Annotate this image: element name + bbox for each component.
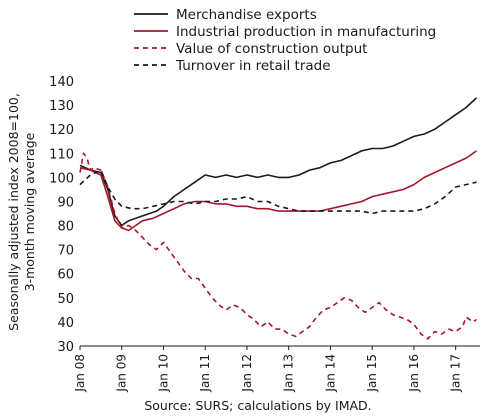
x-tick-label: Jan 09 xyxy=(115,354,129,393)
y-axis-label-line-2: 3-month moving average xyxy=(22,132,37,291)
y-tick-label: 50 xyxy=(57,292,74,307)
series-layer xyxy=(79,97,478,340)
x-tick-label: Jan 15 xyxy=(365,354,379,393)
legend-label: Turnover in retail trade xyxy=(175,58,331,74)
x-tick-label: Jan 17 xyxy=(449,354,463,393)
source-note: Source: SURS; calculations by IMAD. xyxy=(144,398,371,413)
x-tick-label: Jan 10 xyxy=(156,354,170,393)
x-tick-label: Jan 16 xyxy=(407,354,421,393)
series-line-1 xyxy=(79,97,478,227)
series-line-4 xyxy=(79,169,477,215)
y-tick-label: 60 xyxy=(57,268,74,283)
y-tick-label: 80 xyxy=(57,220,74,235)
legend-label: Merchandise exports xyxy=(176,7,317,23)
x-tick-label: Jan 12 xyxy=(240,354,254,393)
x-tick-label: Jan 14 xyxy=(323,354,337,393)
x-tick-label: Jan 08 xyxy=(73,354,87,393)
y-axis-ticks: 30 40 50 60 70 80 90 100 110 120 130 140 xyxy=(49,75,74,355)
y-tick-label: 90 xyxy=(57,195,74,210)
y-axis-label: Seasonally adjusted index 2008=100, 3-mo… xyxy=(6,93,37,331)
y-tick-label: 130 xyxy=(49,99,74,114)
y-tick-label: 30 xyxy=(57,340,74,355)
y-tick-label: 100 xyxy=(49,171,74,186)
x-tick-label: Jan 11 xyxy=(198,354,212,393)
legend-label: Industrial production in manufacturing xyxy=(176,24,436,40)
x-axis-ticks: Jan 08 Jan 09 Jan 10 Jan 11 Jan 12 Jan 13 Jan … xyxy=(73,346,463,393)
series-line-2 xyxy=(79,150,477,232)
x-tick-label: Jan 13 xyxy=(282,354,296,393)
y-tick-label: 40 xyxy=(57,316,74,331)
y-tick-label: 70 xyxy=(57,244,74,259)
legend-label: Value of construction output xyxy=(176,41,367,57)
y-tick-label: 110 xyxy=(49,147,74,162)
y-tick-label: 120 xyxy=(49,123,74,138)
series-line-3 xyxy=(79,152,477,340)
y-axis-label-line-1: Seasonally adjusted index 2008=100, xyxy=(6,93,21,331)
y-tick-label: 140 xyxy=(49,75,74,90)
